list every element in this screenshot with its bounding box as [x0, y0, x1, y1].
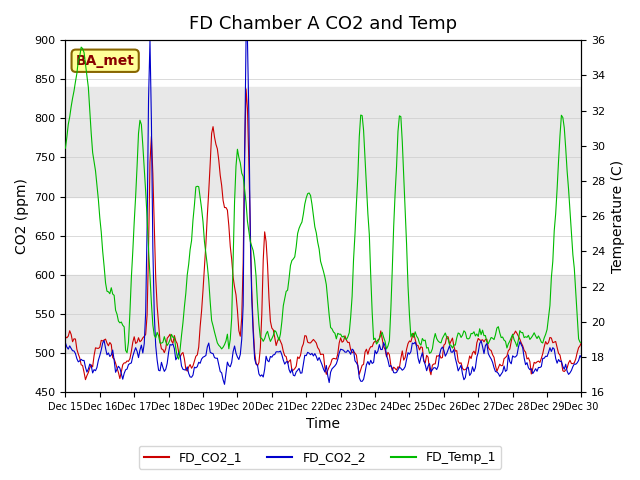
- Bar: [65, 87, 582, 197]
- Y-axis label: Temperature (C): Temperature (C): [611, 159, 625, 273]
- Text: BA_met: BA_met: [76, 54, 134, 68]
- Legend: FD_CO2_1, FD_CO2_2, FD_Temp_1: FD_CO2_1, FD_CO2_2, FD_Temp_1: [139, 446, 501, 469]
- Title: FD Chamber A CO2 and Temp: FD Chamber A CO2 and Temp: [189, 15, 458, 33]
- X-axis label: Time: Time: [307, 418, 340, 432]
- Y-axis label: CO2 (ppm): CO2 (ppm): [15, 178, 29, 254]
- Bar: [65, 275, 582, 353]
